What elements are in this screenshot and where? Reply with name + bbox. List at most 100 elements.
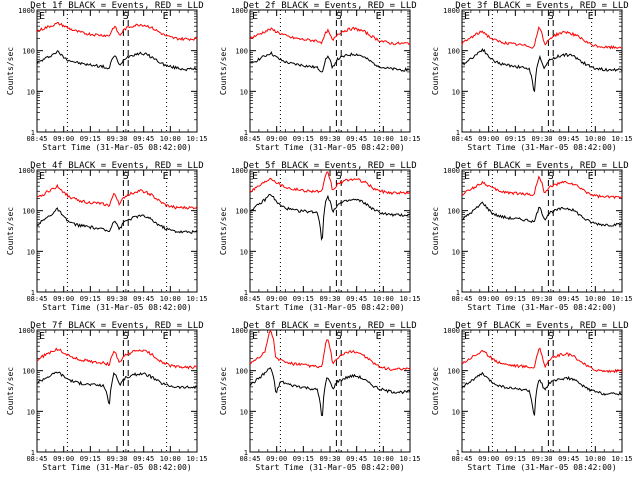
x-tick-label: 09:15 (505, 135, 526, 143)
y-tick-label: 100 (235, 48, 248, 56)
event-marker-s: S (123, 331, 129, 342)
x-axis-label: Start Time (31-Mar-05 08:42:00) (42, 143, 191, 152)
chart-panel-1: Det 1f BLACK = Events, RED = LLD 1 10 100 10… (6, 1, 208, 152)
x-tick-label: 09:45 (346, 135, 367, 143)
event-marker-e: E (464, 11, 470, 22)
x-tick-label: 09:00 (478, 295, 499, 303)
chart-title: Det 7f BLACK = Events, RED = LLD (30, 321, 203, 331)
event-marker-e: E (252, 331, 258, 342)
y-tick-label: 1000 (18, 7, 35, 15)
y-axis-label: Counts/sec (219, 367, 228, 415)
x-tick-label: 08:45 (239, 295, 260, 303)
event-marker-e: E (39, 171, 45, 182)
y-axis-label: Counts/sec (219, 207, 228, 255)
y-axis-label: Counts/sec (219, 47, 228, 95)
chart-title: Det 4f BLACK = Events, RED = LLD (30, 161, 203, 171)
y-tick-label: 10 (27, 248, 35, 256)
y-tick-label: 1000 (443, 7, 460, 15)
event-marker-s: S (336, 11, 342, 22)
x-tick-label: 09:00 (266, 135, 287, 143)
series-lld (36, 183, 198, 210)
y-tick-label: 100 (235, 368, 248, 376)
series-events (249, 366, 411, 416)
series-events (249, 51, 411, 73)
series-lld (461, 347, 623, 374)
event-marker-e: E (163, 171, 169, 182)
chart-title: Det 2f BLACK = Events, RED = LLD (243, 1, 416, 11)
x-tick-label: 10:15 (399, 295, 420, 303)
y-tick-label: 100 (447, 208, 460, 216)
y-tick-label: 100 (447, 48, 460, 56)
x-tick-label: 10:00 (585, 135, 606, 143)
event-marker-s: S (336, 331, 342, 342)
x-tick-label: 08:45 (451, 455, 472, 463)
event-marker-e: E (588, 171, 594, 182)
y-tick-label: 1000 (443, 327, 460, 335)
x-tick-label: 08:45 (451, 295, 472, 303)
y-axis-label: Counts/sec (431, 207, 440, 255)
x-tick-label: 09:15 (293, 295, 314, 303)
x-tick-label: 09:30 (531, 295, 552, 303)
x-tick-label: 10:15 (399, 455, 420, 463)
x-tick-label: 10:00 (160, 295, 181, 303)
x-tick-label: 10:00 (585, 455, 606, 463)
y-tick-label: 100 (22, 208, 35, 216)
x-tick-label: 09:30 (319, 455, 340, 463)
series-lld (36, 21, 198, 42)
plot-frame (36, 169, 198, 293)
chart-panel-8: Det 8f BLACK = Events, RED = LLD 1 10 100 10… (219, 321, 421, 472)
x-axis-label: Start Time (31-Mar-05 08:42:00) (42, 463, 191, 472)
y-tick-label: 1000 (231, 327, 248, 335)
y-axis-label: Counts/sec (431, 367, 440, 415)
event-marker-e: E (39, 11, 45, 22)
y-tick-label: 1 (456, 289, 460, 297)
series-lld (461, 26, 623, 50)
chart-title: Det 3f BLACK = Events, RED = LLD (455, 1, 628, 11)
event-marker-e: E (376, 331, 382, 342)
series-events (249, 193, 411, 242)
event-marker-e: E (252, 171, 258, 182)
y-tick-label: 1 (31, 289, 35, 297)
x-tick-label: 09:15 (293, 135, 314, 143)
x-tick-label: 09:15 (80, 135, 101, 143)
plot-frame (249, 9, 411, 133)
y-tick-label: 10 (240, 408, 248, 416)
chart-panel-9: Det 9f BLACK = Events, RED = LLD 1 10 100 10… (431, 321, 633, 472)
series-events (36, 371, 198, 405)
plot-frame (36, 9, 198, 133)
y-axis-label: Counts/sec (431, 47, 440, 95)
event-marker-s: S (336, 171, 342, 182)
x-axis-label: Start Time (31-Mar-05 08:42:00) (42, 303, 191, 312)
chart-panel-2: Det 2f BLACK = Events, RED = LLD 1 10 100 10… (219, 1, 421, 152)
y-tick-label: 1 (244, 289, 248, 297)
x-tick-label: 10:15 (611, 135, 632, 143)
x-axis-label: Start Time (31-Mar-05 08:42:00) (467, 143, 616, 152)
y-tick-label: 10 (27, 88, 35, 96)
event-marker-e: E (376, 171, 382, 182)
y-tick-label: 100 (447, 368, 460, 376)
x-tick-label: 09:45 (558, 295, 579, 303)
x-tick-label: 09:45 (346, 295, 367, 303)
y-tick-label: 1000 (18, 167, 35, 175)
event-marker-e: E (464, 171, 470, 182)
y-tick-label: 100 (22, 368, 35, 376)
x-tick-label: 10:00 (373, 135, 394, 143)
x-tick-label: 08:45 (26, 135, 47, 143)
series-lld (249, 171, 411, 195)
y-tick-label: 10 (452, 88, 460, 96)
y-tick-label: 100 (22, 48, 35, 56)
x-tick-label: 09:30 (319, 295, 340, 303)
event-marker-e: E (163, 331, 169, 342)
x-tick-label: 09:45 (133, 455, 154, 463)
chart-panel-4: Det 4f BLACK = Events, RED = LLD 1 10 100 10… (6, 161, 208, 312)
x-tick-label: 08:45 (239, 135, 260, 143)
y-axis-label: Counts/sec (6, 207, 15, 255)
x-tick-label: 10:15 (186, 455, 207, 463)
x-tick-label: 09:30 (531, 135, 552, 143)
x-tick-label: 09:45 (558, 455, 579, 463)
series-events (461, 47, 623, 92)
y-tick-label: 10 (240, 88, 248, 96)
series-lld (249, 26, 411, 46)
plot-frame (249, 169, 411, 293)
x-tick-label: 09:15 (505, 455, 526, 463)
